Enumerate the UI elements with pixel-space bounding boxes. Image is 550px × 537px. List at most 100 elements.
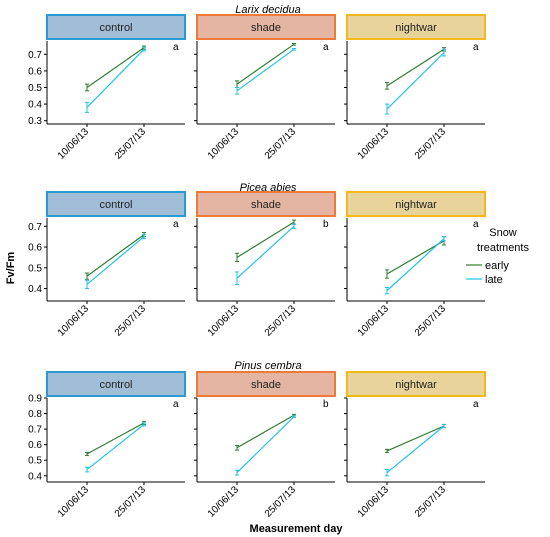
x-tick-label: 10/06/13 <box>356 484 392 520</box>
strip-nightwar <box>346 191 486 217</box>
significance-letter: a <box>473 42 479 53</box>
panel-pinus-cembra-shade: shade 10/06/13 25/07/13 b <box>194 371 336 520</box>
species-row-pinus-cembra: Pinus cembra control 0.4 0.5 0.6 0.7 0.8 0.9 10/… <box>28 360 486 520</box>
panel-pinus-cembra-control: control 0.4 0.5 0.6 0.7 0.8 0.9 10/06/13 25/07/1… <box>28 371 186 520</box>
x-tick-label: 10/06/13 <box>56 126 92 162</box>
strip-label-nightwar: nightwar <box>395 22 437 34</box>
x-tick-label: 10/06/13 <box>56 484 92 520</box>
x-tick-label: 25/07/13 <box>413 303 449 339</box>
significance-letter: a <box>173 42 179 53</box>
significance-letter: b <box>323 399 329 410</box>
y-tick-label: 0.4 <box>28 100 42 111</box>
panel-pinus-cembra-nightwar: nightwar 10/06/13 25/07/13 a <box>344 371 486 520</box>
x-tick-label: 10/06/13 <box>356 303 392 339</box>
x-tick-label: 25/07/13 <box>263 484 299 520</box>
y-tick-label: 0.7 <box>28 425 42 436</box>
strip-shade <box>196 14 336 40</box>
y-tick-label: 0.4 <box>28 284 42 295</box>
x-tick-label: 10/06/13 <box>206 126 242 162</box>
strip-label-control: control <box>99 379 132 391</box>
y-tick-label: 0.9 <box>28 394 42 405</box>
x-tick-label: 25/07/13 <box>113 484 149 520</box>
legend-label-early: early <box>485 260 509 272</box>
y-tick-label: 0.7 <box>28 50 42 61</box>
strip-nightwar <box>346 14 486 40</box>
x-tick-label: 25/07/13 <box>413 484 449 520</box>
series-line-early <box>236 43 295 85</box>
series-line-early <box>386 48 445 87</box>
x-tick-label: 10/06/13 <box>356 126 392 162</box>
series-line-early <box>386 240 445 275</box>
legend-title-line-2: treatments <box>477 242 529 254</box>
y-tick-label: 0.4 <box>28 471 42 482</box>
strip-label-nightwar: nightwar <box>395 199 437 211</box>
x-tick-label: 25/07/13 <box>113 126 149 162</box>
strip-label-nightwar: nightwar <box>395 379 437 391</box>
x-tick-label: 25/07/13 <box>413 126 449 162</box>
series-line-early <box>86 234 145 277</box>
y-tick-label: 0.6 <box>28 66 42 77</box>
panel-picea-abies-control: control 0.4 0.5 0.6 0.7 10/06/13 25/07/13 a <box>28 191 186 339</box>
significance-letter: a <box>323 42 329 53</box>
x-tick-label: 10/06/13 <box>206 303 242 339</box>
x-tick-label: 25/07/13 <box>263 303 299 339</box>
strip-nightwar <box>346 371 486 397</box>
series-line-early <box>236 221 295 258</box>
strip-label-control: control <box>99 22 132 34</box>
significance-letter: a <box>173 399 179 410</box>
x-tick-label: 10/06/13 <box>56 303 92 339</box>
series-line-late <box>386 52 445 110</box>
x-tick-label: 10/06/13 <box>206 484 242 520</box>
y-tick-label: 0.3 <box>28 116 42 127</box>
species-title-larix-decidua: Larix decidua <box>235 4 300 16</box>
series-line-early <box>86 422 145 455</box>
legend-label-late: late <box>485 274 503 286</box>
species-title-pinus-cembra: Pinus cembra <box>234 360 301 372</box>
panel-larix-decidua-nightwar: nightwar 10/06/13 25/07/13 a <box>344 14 486 162</box>
series-line-late <box>386 238 445 292</box>
x-tick-label: 25/07/13 <box>113 303 149 339</box>
series-line-late <box>236 48 295 92</box>
series-line-late <box>236 416 295 474</box>
panel-picea-abies-shade: shade 10/06/13 25/07/13 b <box>194 191 336 339</box>
significance-letter: a <box>473 219 479 230</box>
strip-shade <box>196 191 336 217</box>
legend: Snow treatments early late <box>466 227 529 286</box>
y-tick-label: 0.6 <box>28 243 42 254</box>
strip-label-shade: shade <box>251 22 281 34</box>
y-tick-label: 0.5 <box>28 83 42 94</box>
strip-control <box>46 371 186 397</box>
strip-label-control: control <box>99 199 132 211</box>
strip-control <box>46 14 186 40</box>
y-tick-label: 0.5 <box>28 263 42 274</box>
series-line-early <box>236 414 295 449</box>
strip-label-shade: shade <box>251 199 281 211</box>
y-tick-label: 0.8 <box>28 409 42 420</box>
panel-larix-decidua-shade: shade 10/06/13 25/07/13 a <box>194 14 336 162</box>
significance-letter: a <box>173 219 179 230</box>
significance-letter: b <box>323 219 329 230</box>
series-line-late <box>386 425 445 474</box>
panels: Larix decidua control 0.3 0.4 0.5 0.6 0.7 10/06… <box>28 4 486 520</box>
panel-larix-decidua-control: control 0.3 0.4 0.5 0.6 0.7 10/06/13 25/07/13 a <box>28 14 186 162</box>
series-line-late <box>236 225 295 279</box>
x-tick-label: 25/07/13 <box>263 126 299 162</box>
series-line-late <box>86 236 145 285</box>
x-axis-title: Measurement day <box>250 523 344 535</box>
series-line-early <box>386 425 445 452</box>
y-tick-label: 0.6 <box>28 440 42 451</box>
y-tick-label: 0.5 <box>28 456 42 467</box>
series-line-late <box>86 423 145 471</box>
y-axis-title: Fv/Fm <box>5 252 17 285</box>
strip-label-shade: shade <box>251 379 281 391</box>
y-tick-label: 0.7 <box>28 222 42 233</box>
panel-picea-abies-nightwar: nightwar 10/06/13 25/07/13 a <box>344 191 486 339</box>
legend-title-line-1: Snow <box>489 227 517 239</box>
species-row-larix-decidua: Larix decidua control 0.3 0.4 0.5 0.6 0.7 10/06… <box>28 4 486 162</box>
series-line-early <box>86 47 145 88</box>
strip-control <box>46 191 186 217</box>
significance-letter: a <box>473 399 479 410</box>
strip-shade <box>196 371 336 397</box>
